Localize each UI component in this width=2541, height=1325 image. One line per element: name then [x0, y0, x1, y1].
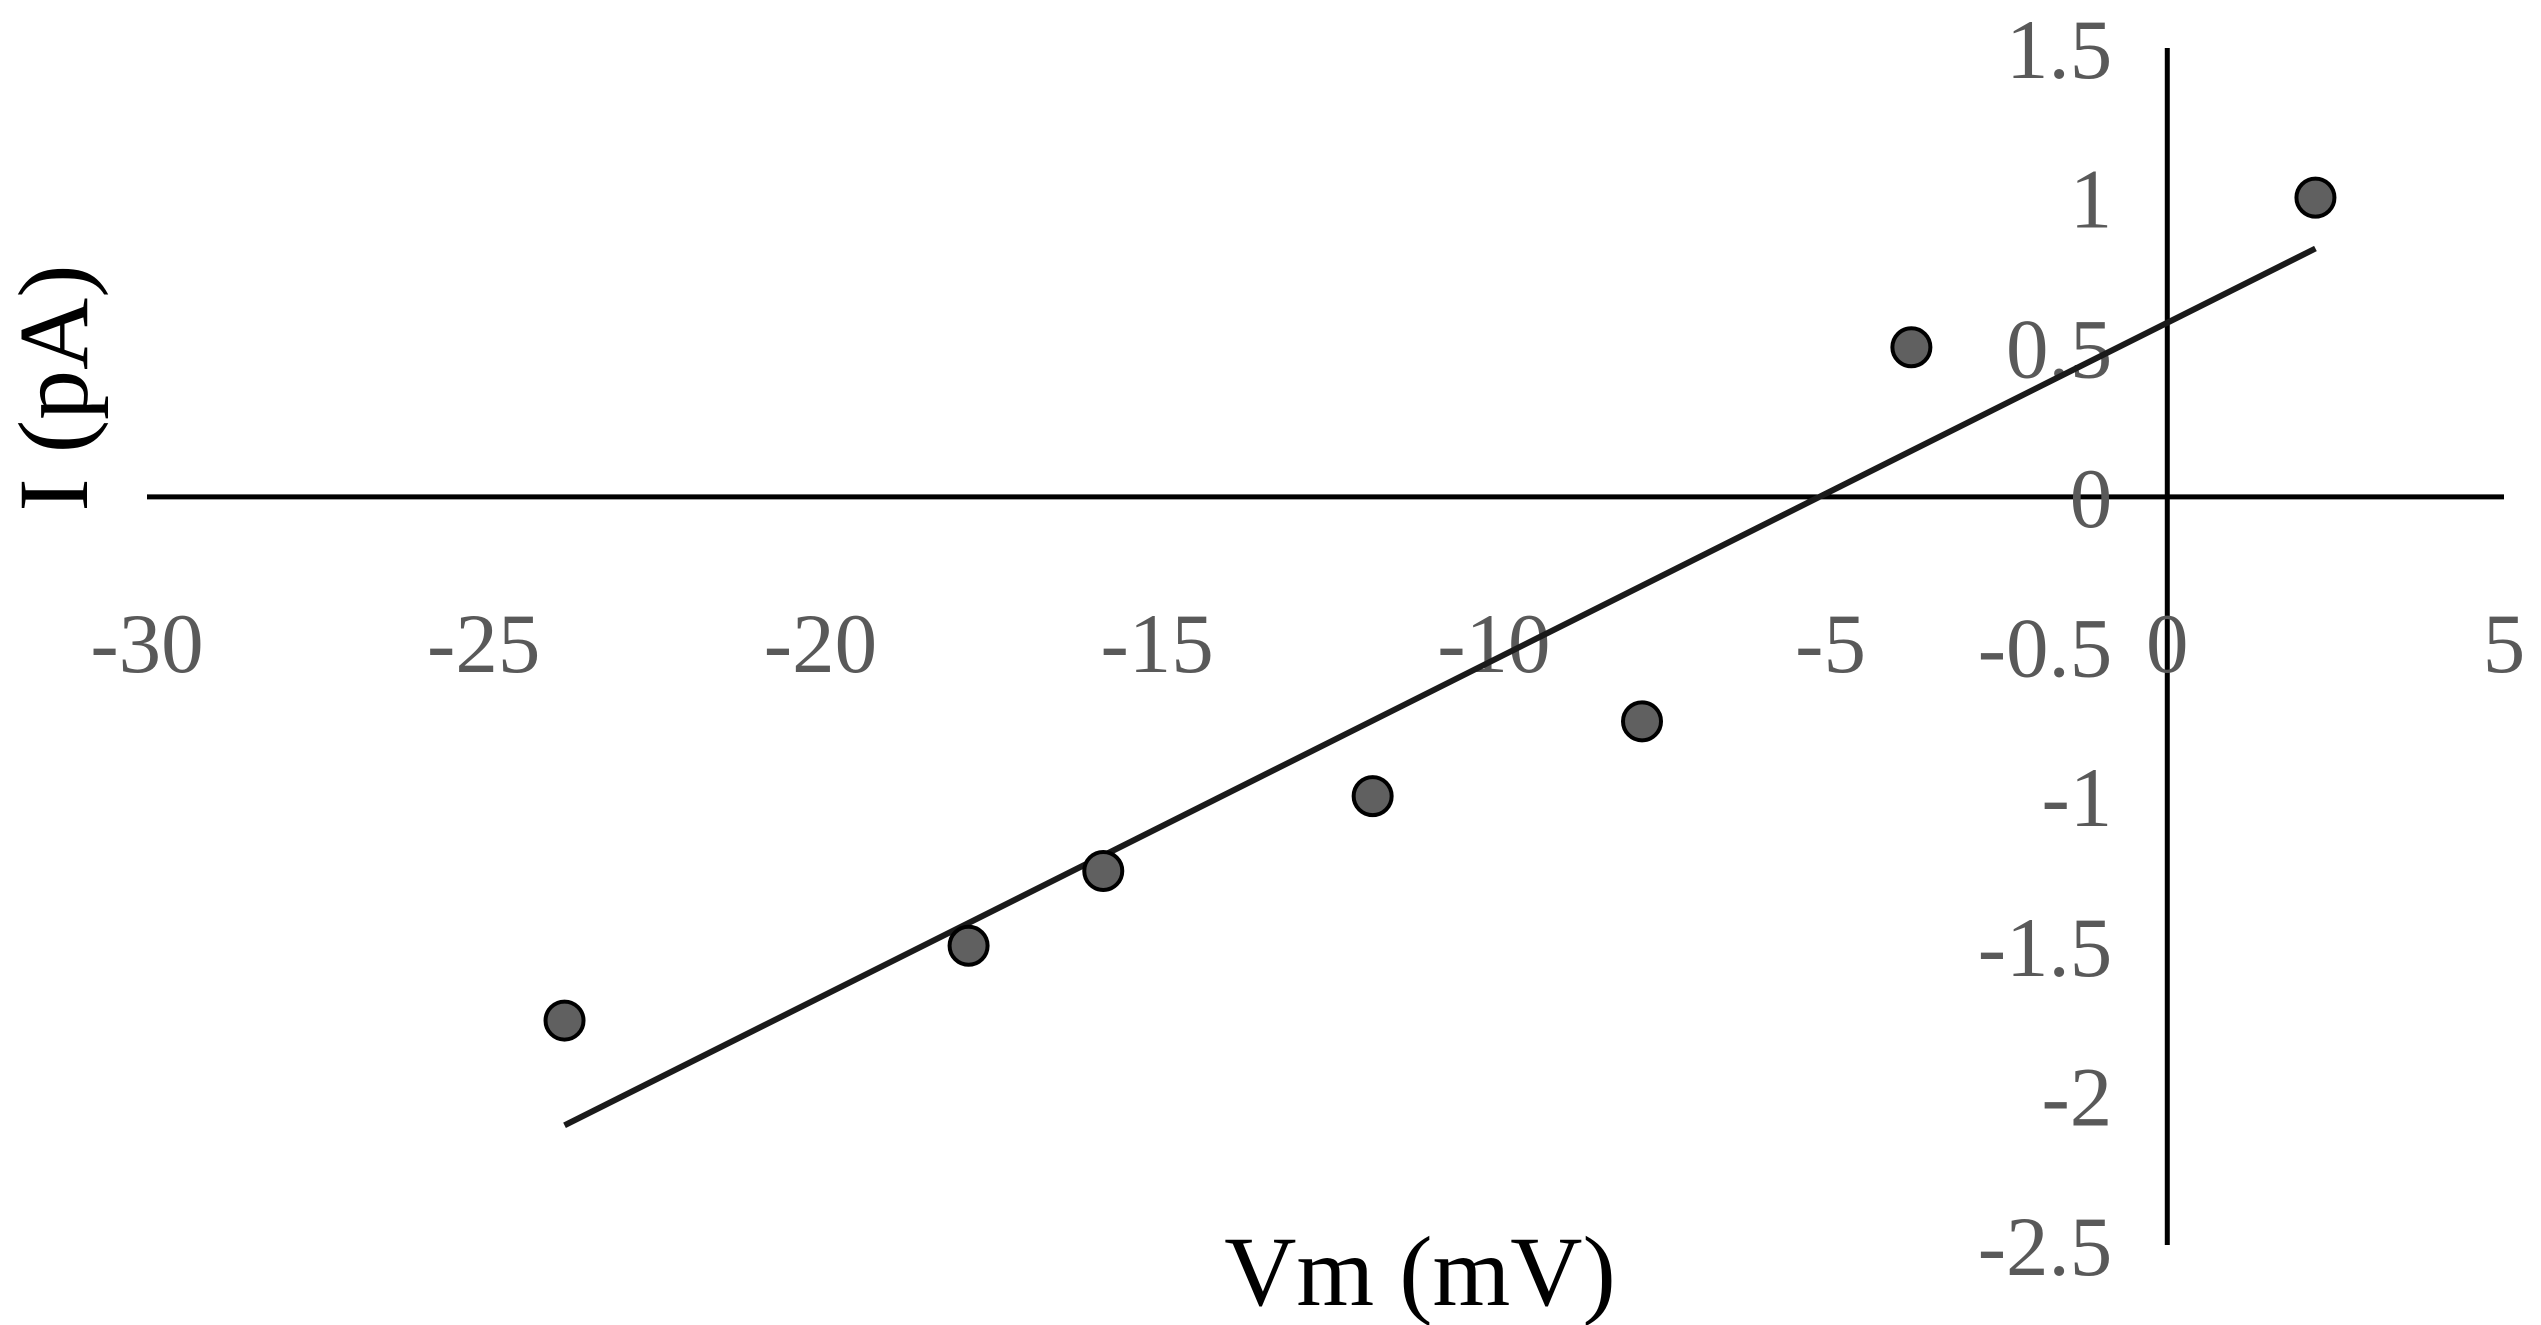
trendline-group [563, 245, 2317, 1128]
x-tick-label: 5 [2483, 597, 2526, 691]
y-tick-label: 0 [2070, 452, 2113, 546]
data-point [1351, 775, 1394, 818]
y-tick-label: 1.5 [2006, 3, 2112, 97]
y-tick-label: -1.5 [1978, 901, 2113, 995]
data-point [2294, 176, 2337, 219]
y-tick-label: -2 [2041, 1050, 2112, 1144]
x-axis-title: Vm (mV) [1224, 1216, 1616, 1325]
data-point [543, 999, 586, 1042]
x-tick-label: -30 [90, 597, 203, 691]
data-point [1621, 700, 1664, 743]
x-tick-label: -20 [764, 597, 877, 691]
y-tick-label: 1 [2070, 153, 2113, 247]
trendline [563, 245, 2317, 1128]
y-tick-label: -2.5 [1978, 1200, 2113, 1294]
y-tick-label: -1 [2041, 751, 2112, 845]
tick-labels: -30 -25 -20 -15 -10 -5 0 51.510.50-0.5-1-1.5-2-… [90, 3, 2525, 1294]
data-point [1890, 326, 1933, 369]
axes [147, 48, 2504, 1245]
x-tick-label: 0 [2146, 597, 2189, 691]
data-point [947, 924, 990, 967]
y-tick-label: -0.5 [1978, 602, 2113, 696]
x-tick-label: -15 [1100, 597, 1213, 691]
data-point [1082, 849, 1125, 892]
x-tick-label: -5 [1795, 597, 1866, 691]
y-tick-label: 0.5 [2006, 302, 2112, 396]
y-axis-title: I (pA) [0, 264, 109, 511]
x-tick-label: -25 [427, 597, 540, 691]
data-points [543, 176, 2337, 1042]
